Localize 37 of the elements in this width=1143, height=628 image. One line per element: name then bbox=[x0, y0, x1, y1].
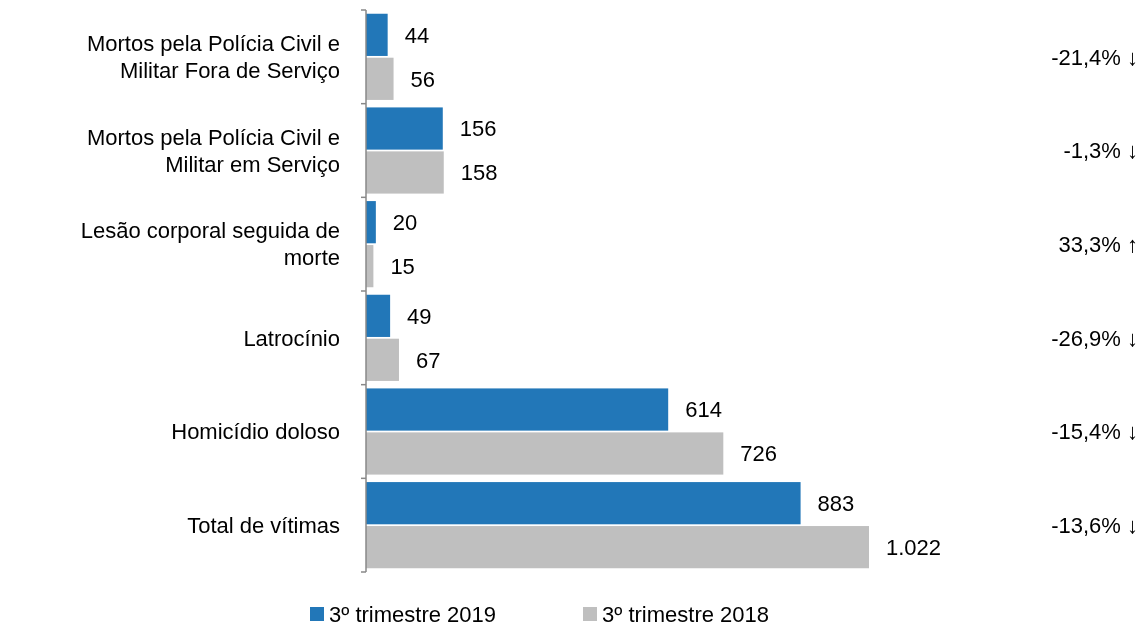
y-tick-label: Mortos pela Polícia Civil e Militar em Serviço bbox=[86, 124, 340, 177]
data-label: 44 bbox=[404, 22, 430, 48]
bar bbox=[366, 388, 669, 431]
bar bbox=[366, 151, 444, 194]
bar bbox=[366, 107, 443, 150]
text: -1,3% ↓ bbox=[1063, 138, 1138, 164]
text: -15,4% ↓ bbox=[1051, 419, 1138, 445]
y-tick-label: Lesão corporal seguida de morte bbox=[80, 218, 340, 271]
text: 33,3% ↑ bbox=[1058, 231, 1138, 257]
text: -21,4% ↓ bbox=[1051, 44, 1138, 70]
bar bbox=[366, 13, 388, 56]
data-label: 883 bbox=[817, 490, 855, 516]
data-label: 56 bbox=[410, 66, 436, 92]
bar bbox=[366, 201, 376, 244]
bar bbox=[366, 526, 869, 569]
y-tick-label: Latrocínio bbox=[243, 325, 340, 351]
data-label: 726 bbox=[740, 441, 778, 467]
legend-label: 3º trimestre 2019 bbox=[329, 601, 496, 627]
data-label: 49 bbox=[407, 303, 432, 329]
data-label: 156 bbox=[459, 116, 497, 142]
bar bbox=[366, 294, 391, 337]
bar bbox=[366, 432, 724, 475]
data-label: 20 bbox=[392, 209, 418, 235]
legend-label: 3º trimestre 2018 bbox=[602, 601, 769, 627]
data-label: 67 bbox=[415, 347, 441, 373]
y-tick-label: Homicídio doloso bbox=[171, 419, 340, 445]
data-label: 614 bbox=[685, 397, 722, 423]
bar bbox=[366, 482, 801, 525]
bar bbox=[366, 338, 399, 381]
data-label: 1.022 bbox=[886, 534, 942, 560]
text: -26,9% ↓ bbox=[1051, 325, 1138, 351]
bar bbox=[366, 57, 394, 100]
data-label: 158 bbox=[460, 160, 498, 186]
y-tick-label: Total de vítimas bbox=[187, 512, 340, 538]
data-label: 15 bbox=[390, 253, 415, 279]
y-tick-label: Mortos pela Polícia Civil e Militar Fora de Serviço bbox=[86, 31, 340, 84]
text: -13,6% ↓ bbox=[1051, 512, 1138, 538]
